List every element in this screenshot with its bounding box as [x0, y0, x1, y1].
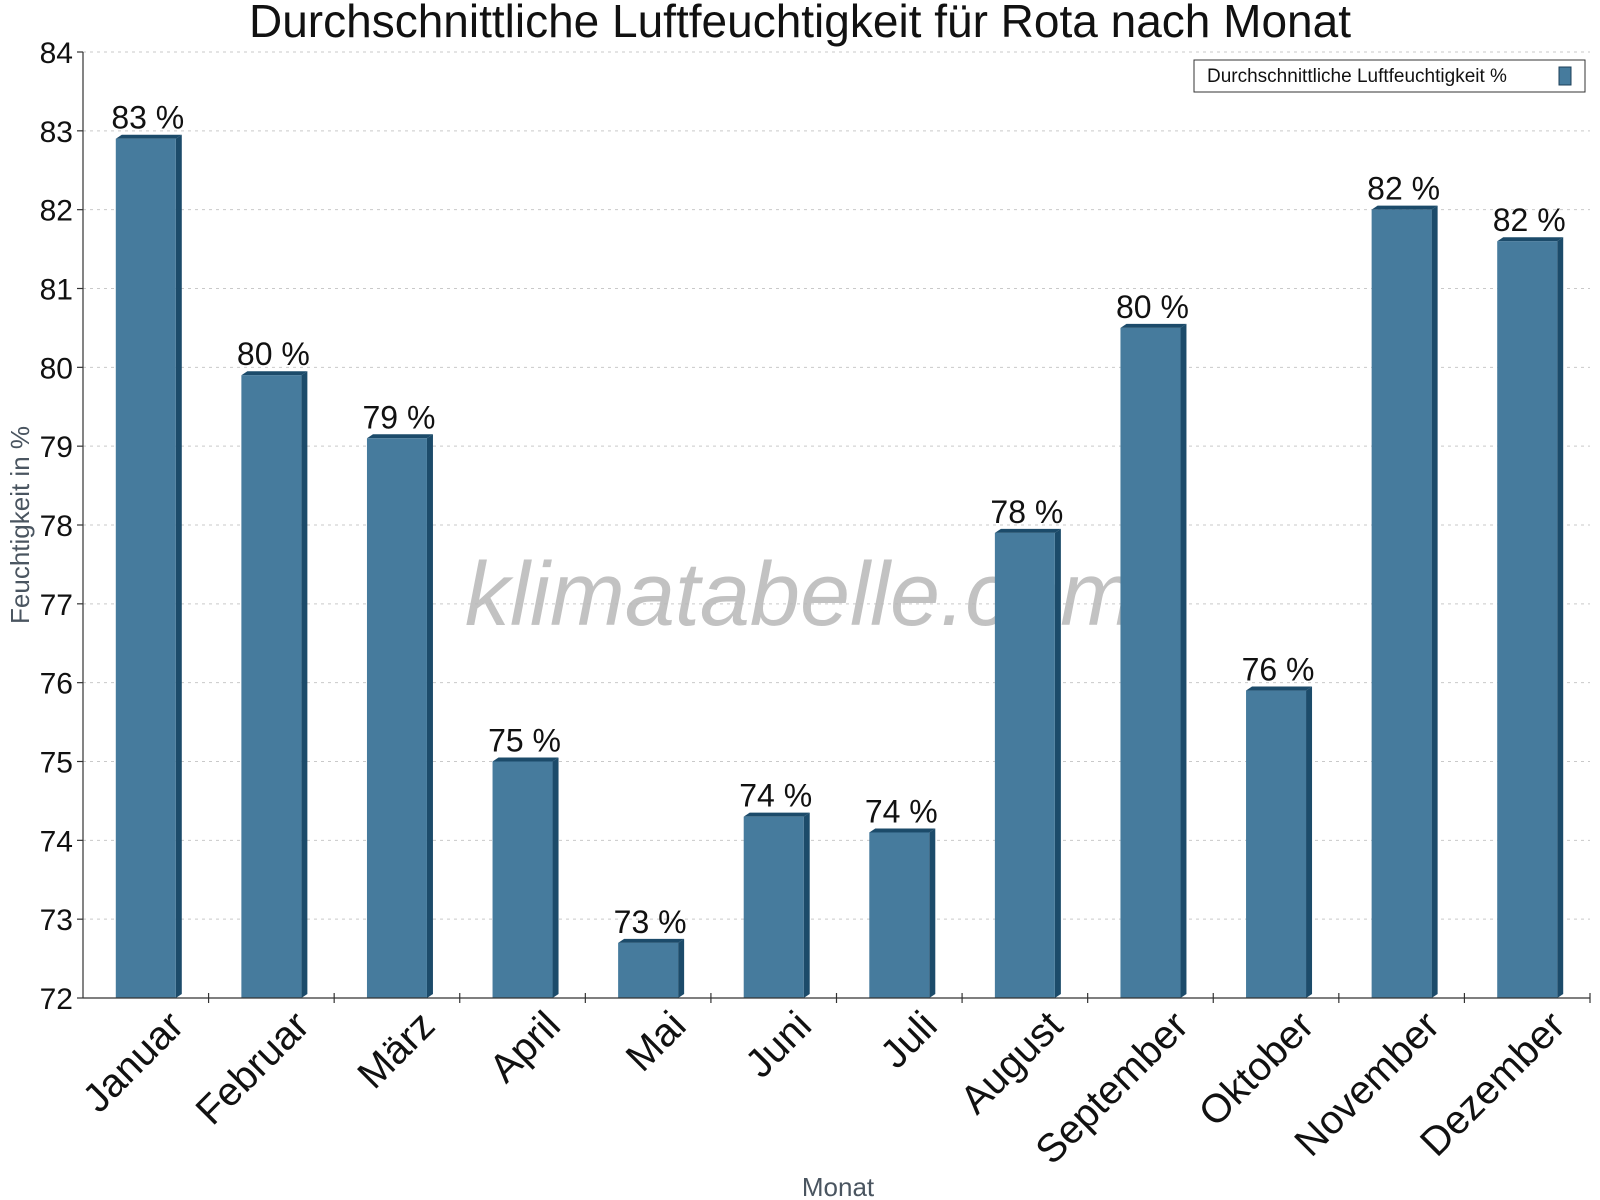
y-tick-label: 84: [40, 37, 73, 70]
bar: [994, 528, 1061, 998]
bar-front: [1120, 327, 1181, 999]
grid-lines: [83, 51, 1590, 920]
data-label: 75 %: [488, 723, 561, 759]
y-tick-label: 80: [40, 352, 73, 385]
x-tick-label: April: [481, 1003, 569, 1091]
bar-front: [241, 375, 302, 998]
bar: [115, 134, 182, 998]
bar-front: [1371, 209, 1432, 998]
bar-top: [1120, 323, 1187, 328]
y-tick-label: 77: [40, 589, 73, 622]
bar-top: [115, 134, 182, 139]
data-labels: 83 % 80 % 79 % 75 % 73 % 74 % 74 % 78 % 80 % 76 %…: [111, 100, 1565, 940]
legend-swatch: [1558, 66, 1572, 86]
bar-top: [1497, 237, 1564, 242]
data-label: 83 %: [111, 100, 184, 136]
y-tick-label: 82: [40, 195, 73, 228]
bar-side: [678, 938, 685, 998]
bar-front: [618, 942, 679, 998]
bar-front: [1246, 690, 1307, 998]
y-tick-label: 73: [40, 904, 73, 937]
data-label: 74 %: [865, 793, 938, 829]
bar-top: [366, 434, 433, 439]
y-tick-label: 74: [40, 825, 73, 858]
bar: [1371, 205, 1438, 998]
data-label: 74 %: [739, 778, 812, 814]
x-tick-label: August: [952, 1003, 1071, 1122]
bar-front: [366, 438, 427, 998]
x-tick-label: Oktober: [1191, 1003, 1323, 1135]
bar: [492, 757, 559, 998]
x-tick-label: Januar: [75, 1003, 193, 1121]
bar-top: [1371, 205, 1438, 210]
bar-top: [492, 757, 559, 762]
bar-side: [1306, 686, 1313, 998]
bar-side: [929, 828, 936, 998]
y-tick-label: 72: [40, 983, 73, 1016]
bar-top: [994, 528, 1061, 533]
bar-side: [1180, 323, 1187, 999]
data-label: 80 %: [1116, 289, 1189, 325]
bar: [743, 812, 810, 998]
legend-label: Durchschnittliche Luftfeuchtigkeit %: [1207, 66, 1507, 87]
bar: [241, 371, 308, 998]
data-label: 80 %: [237, 336, 310, 372]
bar: [366, 434, 433, 998]
bar-top: [241, 371, 308, 376]
data-label: 79 %: [362, 399, 435, 435]
x-tick-label: Mai: [618, 1003, 695, 1080]
x-tick-label: Juli: [872, 1003, 946, 1077]
bar-front: [115, 138, 176, 998]
x-tick-label: März: [349, 1003, 443, 1097]
bar-side: [175, 134, 182, 998]
bar-side: [1557, 237, 1564, 998]
y-axis-label: Feuchtigkeit in %: [5, 426, 35, 624]
x-tick-label: Juni: [737, 1003, 820, 1086]
bar-top: [618, 938, 685, 943]
bar: [618, 938, 685, 998]
legend: Durchschnittliche Luftfeuchtigkeit %: [1193, 59, 1586, 93]
bar-side: [301, 371, 308, 998]
bar-top: [1246, 686, 1313, 691]
y-tick-label: 75: [40, 747, 73, 780]
y-tick-label: 83: [40, 116, 73, 149]
y-tick-labels: 72 73 74 75 76 77 78 79 80 81 82 83 84: [40, 37, 73, 1016]
y-tick-label: 81: [40, 274, 73, 307]
y-tick-label: 78: [40, 510, 73, 543]
bar-front: [492, 761, 553, 998]
bar-side: [426, 434, 433, 998]
legend-box: [1193, 59, 1586, 93]
bar-side: [803, 812, 810, 998]
chart-title: Durchschnittliche Luftfeuchtigkeit für R…: [249, 0, 1351, 47]
x-axis-label: Monat: [802, 1172, 875, 1200]
bar-front: [1497, 241, 1558, 998]
bar-front: [869, 832, 930, 998]
bar: [869, 828, 936, 998]
y-tick-label: 79: [40, 431, 73, 464]
bar: [1246, 686, 1313, 998]
data-label: 76 %: [1242, 652, 1315, 688]
bar-front: [994, 532, 1055, 998]
bar: [1120, 323, 1187, 999]
bar-top: [743, 812, 810, 817]
bars: [115, 134, 1564, 999]
data-label: 78 %: [990, 494, 1063, 530]
bar-side: [1431, 205, 1438, 998]
y-tick-label: 76: [40, 668, 73, 701]
bar: [1497, 237, 1564, 998]
bar-side: [1054, 528, 1061, 998]
x-tick-label: Februar: [188, 1003, 318, 1133]
bar-front: [743, 816, 804, 998]
bar-top: [869, 828, 936, 833]
data-label: 73 %: [614, 904, 687, 940]
axes: [77, 51, 1591, 1003]
bar-side: [552, 757, 559, 998]
data-label: 82 %: [1367, 171, 1440, 207]
data-label: 82 %: [1493, 202, 1566, 238]
